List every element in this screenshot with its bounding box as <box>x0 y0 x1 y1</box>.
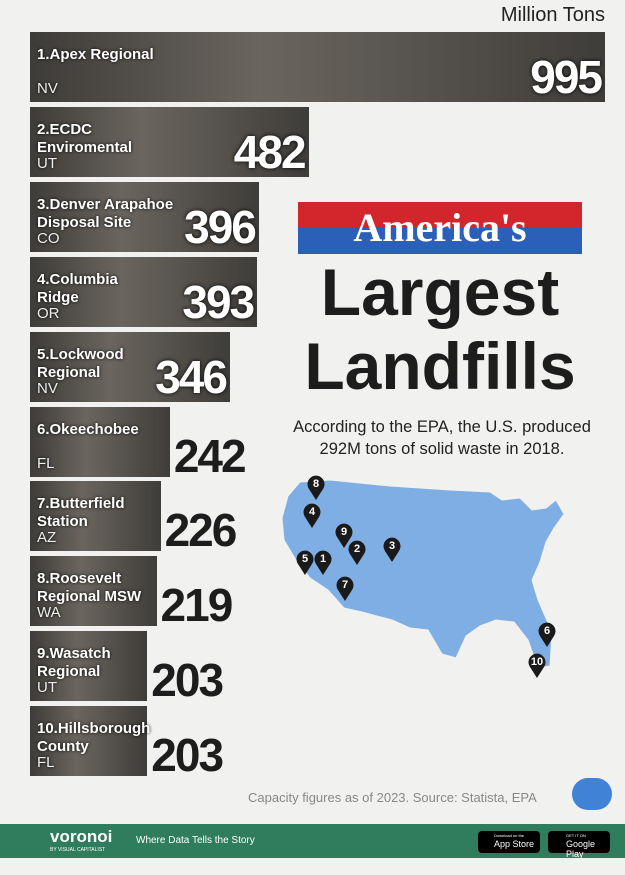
map-marker: 9 <box>335 523 353 548</box>
bar <box>30 556 157 627</box>
map-marker: 8 <box>307 475 325 500</box>
state: NV <box>37 80 58 97</box>
marker-label: 6 <box>544 625 550 637</box>
landfill-name: 7.Butterfield Station <box>37 495 125 531</box>
marker-label: 8 <box>313 478 319 490</box>
landfill-name: 2.ECDC Enviromental <box>37 120 133 156</box>
map-marker: 4 <box>303 503 321 528</box>
google-play-button[interactable]: GET IT ON Google Play <box>548 831 610 859</box>
google-play-top: GET IT ON <box>566 833 586 838</box>
state: UT <box>37 154 57 172</box>
marker-label: 9 <box>341 526 347 538</box>
state: OR <box>37 304 60 322</box>
state: NV <box>37 379 58 397</box>
app-store: App Store <box>494 839 535 849</box>
map-marker: 7 <box>336 576 354 601</box>
value-label: 482 <box>233 125 307 178</box>
app-store-top: Download on the <box>494 833 525 838</box>
state: CO <box>37 229 60 247</box>
landfill-name: 8.Roosevelt Regional MSW <box>37 570 142 606</box>
marker-pin <box>314 550 332 575</box>
us-map <box>281 479 565 669</box>
value-label: 995 <box>530 51 603 103</box>
value-label: 203 <box>151 729 224 782</box>
marker-pin <box>336 576 354 601</box>
google-play: Google Play <box>566 839 596 859</box>
marker-label: 3 <box>389 540 395 552</box>
bar <box>30 181 259 252</box>
value-label: 203 <box>151 654 224 707</box>
title: Largest Landfills <box>304 255 576 403</box>
brand-sub: BY VISUAL CAPITALIST <box>50 847 106 853</box>
bar <box>30 631 148 702</box>
value-label: 242 <box>173 429 247 482</box>
marker-label: 10 <box>531 656 543 668</box>
bar <box>30 32 605 102</box>
landfill-name: 9.Wasatch Regional <box>37 645 111 681</box>
marker-pin <box>335 523 353 548</box>
marker-label: 2 <box>354 543 360 555</box>
value-label: 393 <box>182 275 255 328</box>
landfill-name: 3.Denver Arapahoe Disposal Site <box>37 195 174 231</box>
state: AZ <box>37 529 57 547</box>
bar <box>30 256 258 327</box>
title-top: America's <box>353 205 527 250</box>
unit-label: Million Tons <box>500 4 605 26</box>
bar <box>30 331 230 402</box>
logo <box>572 778 612 810</box>
marker-pin <box>303 503 321 528</box>
marker-pin <box>383 537 401 562</box>
marker-label: 7 <box>342 579 348 591</box>
landfill-name: 10.Hillsborough County <box>37 720 151 756</box>
value-label: 396 <box>184 200 257 253</box>
marker-pin <box>538 622 556 647</box>
landfill-name: 1.Apex Regional <box>37 46 154 63</box>
tagline: Where Data Tells the Story <box>136 835 255 846</box>
map: 1 2 3 4 5 6 7 8 9 10 <box>281 475 565 678</box>
landfill-name: 4.Columbia Ridge <box>37 270 118 306</box>
map-marker: 1 <box>314 550 332 575</box>
marker-label: 1 <box>320 553 326 565</box>
landfill-name: 5.Lockwood Regional <box>37 345 124 381</box>
map-marker: 10 <box>528 653 546 678</box>
marker-label: 5 <box>302 553 308 565</box>
marker-pin <box>307 475 325 500</box>
marker-pin <box>348 540 366 565</box>
subtitle: According to the EPA, the U.S. produced … <box>293 418 591 458</box>
landfill-name: 6.Okeechobee <box>37 420 139 438</box>
state: UT <box>37 679 57 697</box>
footnote: Capacity figures as of 2023. Source: Sta… <box>248 790 537 805</box>
value-label: 346 <box>155 350 228 403</box>
brand: voronoi <box>50 827 113 846</box>
bar <box>30 706 148 777</box>
value-label: 226 <box>164 504 238 557</box>
state: WA <box>37 604 61 622</box>
bar <box>30 481 161 552</box>
marker-pin <box>296 550 314 575</box>
map-marker: 5 <box>296 550 314 575</box>
bar <box>30 406 170 477</box>
bar <box>30 106 309 177</box>
map-marker: 3 <box>383 537 401 562</box>
state: FL <box>37 454 55 472</box>
app-store-button[interactable]: Download on the App Store <box>478 831 540 853</box>
map-marker: 6 <box>538 622 556 647</box>
value-label: 219 <box>160 579 234 632</box>
marker-pin <box>528 653 546 678</box>
marker-label: 4 <box>309 506 316 518</box>
state: FL <box>37 754 55 772</box>
map-marker: 2 <box>348 540 366 565</box>
title-band <box>298 202 582 254</box>
